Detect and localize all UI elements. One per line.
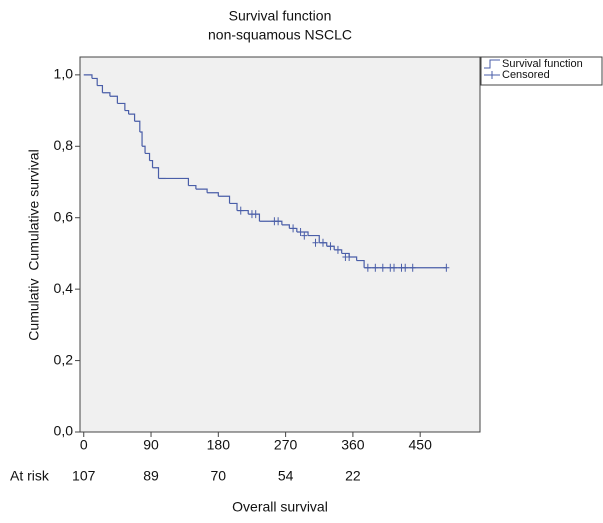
survival-step [109,95,118,104]
survival-step [165,177,190,186]
survival-step [207,192,219,197]
x-tick-label: 450 [409,437,433,453]
x-tick-label: 0 [80,437,88,453]
x-tick-label: 270 [274,437,298,453]
censor-mark [237,206,244,215]
survival-step [142,145,146,154]
censor-mark [327,242,334,251]
y-tick-label: 0,0 [54,423,74,439]
at-risk-label: At risk [10,468,50,484]
y-tick-label: 0,6 [54,208,74,224]
censor-mark [290,224,297,233]
survival-step [218,195,231,204]
y-tick-label: 0,2 [54,351,74,367]
legend-label: Survival function [502,58,583,70]
survival-step [229,202,238,211]
censor-mark [402,263,409,272]
at-risk-count: 89 [143,468,159,484]
survival-step [281,224,290,229]
survival-step [259,220,283,225]
at-risk-count: 54 [278,468,294,484]
survival-step [145,152,151,161]
survival-step [91,77,98,86]
x-tick-label: 360 [341,437,365,453]
survival-step [128,113,136,122]
survival-step [97,84,104,93]
censor-mark [301,231,308,240]
survival-step [83,74,93,79]
survival-step [124,109,130,115]
survival-step [134,120,141,132]
censor-mark [409,263,416,272]
legend-swatch [484,59,500,69]
survival-step [117,102,126,111]
x-tick-label: 90 [143,437,159,453]
survival-step [149,159,154,168]
survival-step [195,188,208,193]
at-risk-count: 22 [345,468,361,484]
survival-step [102,92,111,97]
legend-swatch [484,71,500,79]
censor-mark [391,263,398,272]
at-risk-count: 107 [72,468,96,484]
survival-step [152,167,160,179]
censor-mark [364,263,371,272]
legend-box [480,56,603,86]
survival-step [188,184,197,190]
censor-mark [319,238,326,247]
censor-mark [297,228,304,236]
chart-subtitle: non-squamous NSCLC [208,27,352,43]
chart-title: Survival function [229,8,332,24]
legend-label: Censored [502,69,550,81]
censor-mark [275,217,282,226]
x-tick-label: 180 [207,437,231,453]
censor-mark [312,238,319,247]
survival-step [356,259,365,268]
survival-step [139,131,143,147]
at-risk-count: 70 [211,468,227,484]
x-axis-label: Overall survival [232,499,328,515]
y-tick-label: 0,4 [54,280,74,296]
y-axis-label: Cumulativ Cumulative survival [26,149,42,340]
plot-area [79,56,481,433]
censor-mark [334,245,341,254]
censor-mark [379,263,386,272]
y-tick-label: 1,0 [54,66,74,82]
censor-mark [346,253,353,261]
censor-mark [443,263,450,272]
survival-step [308,234,320,243]
censor-mark [372,263,379,272]
y-tick-label: 0,8 [54,137,74,153]
censor-mark [252,210,259,219]
